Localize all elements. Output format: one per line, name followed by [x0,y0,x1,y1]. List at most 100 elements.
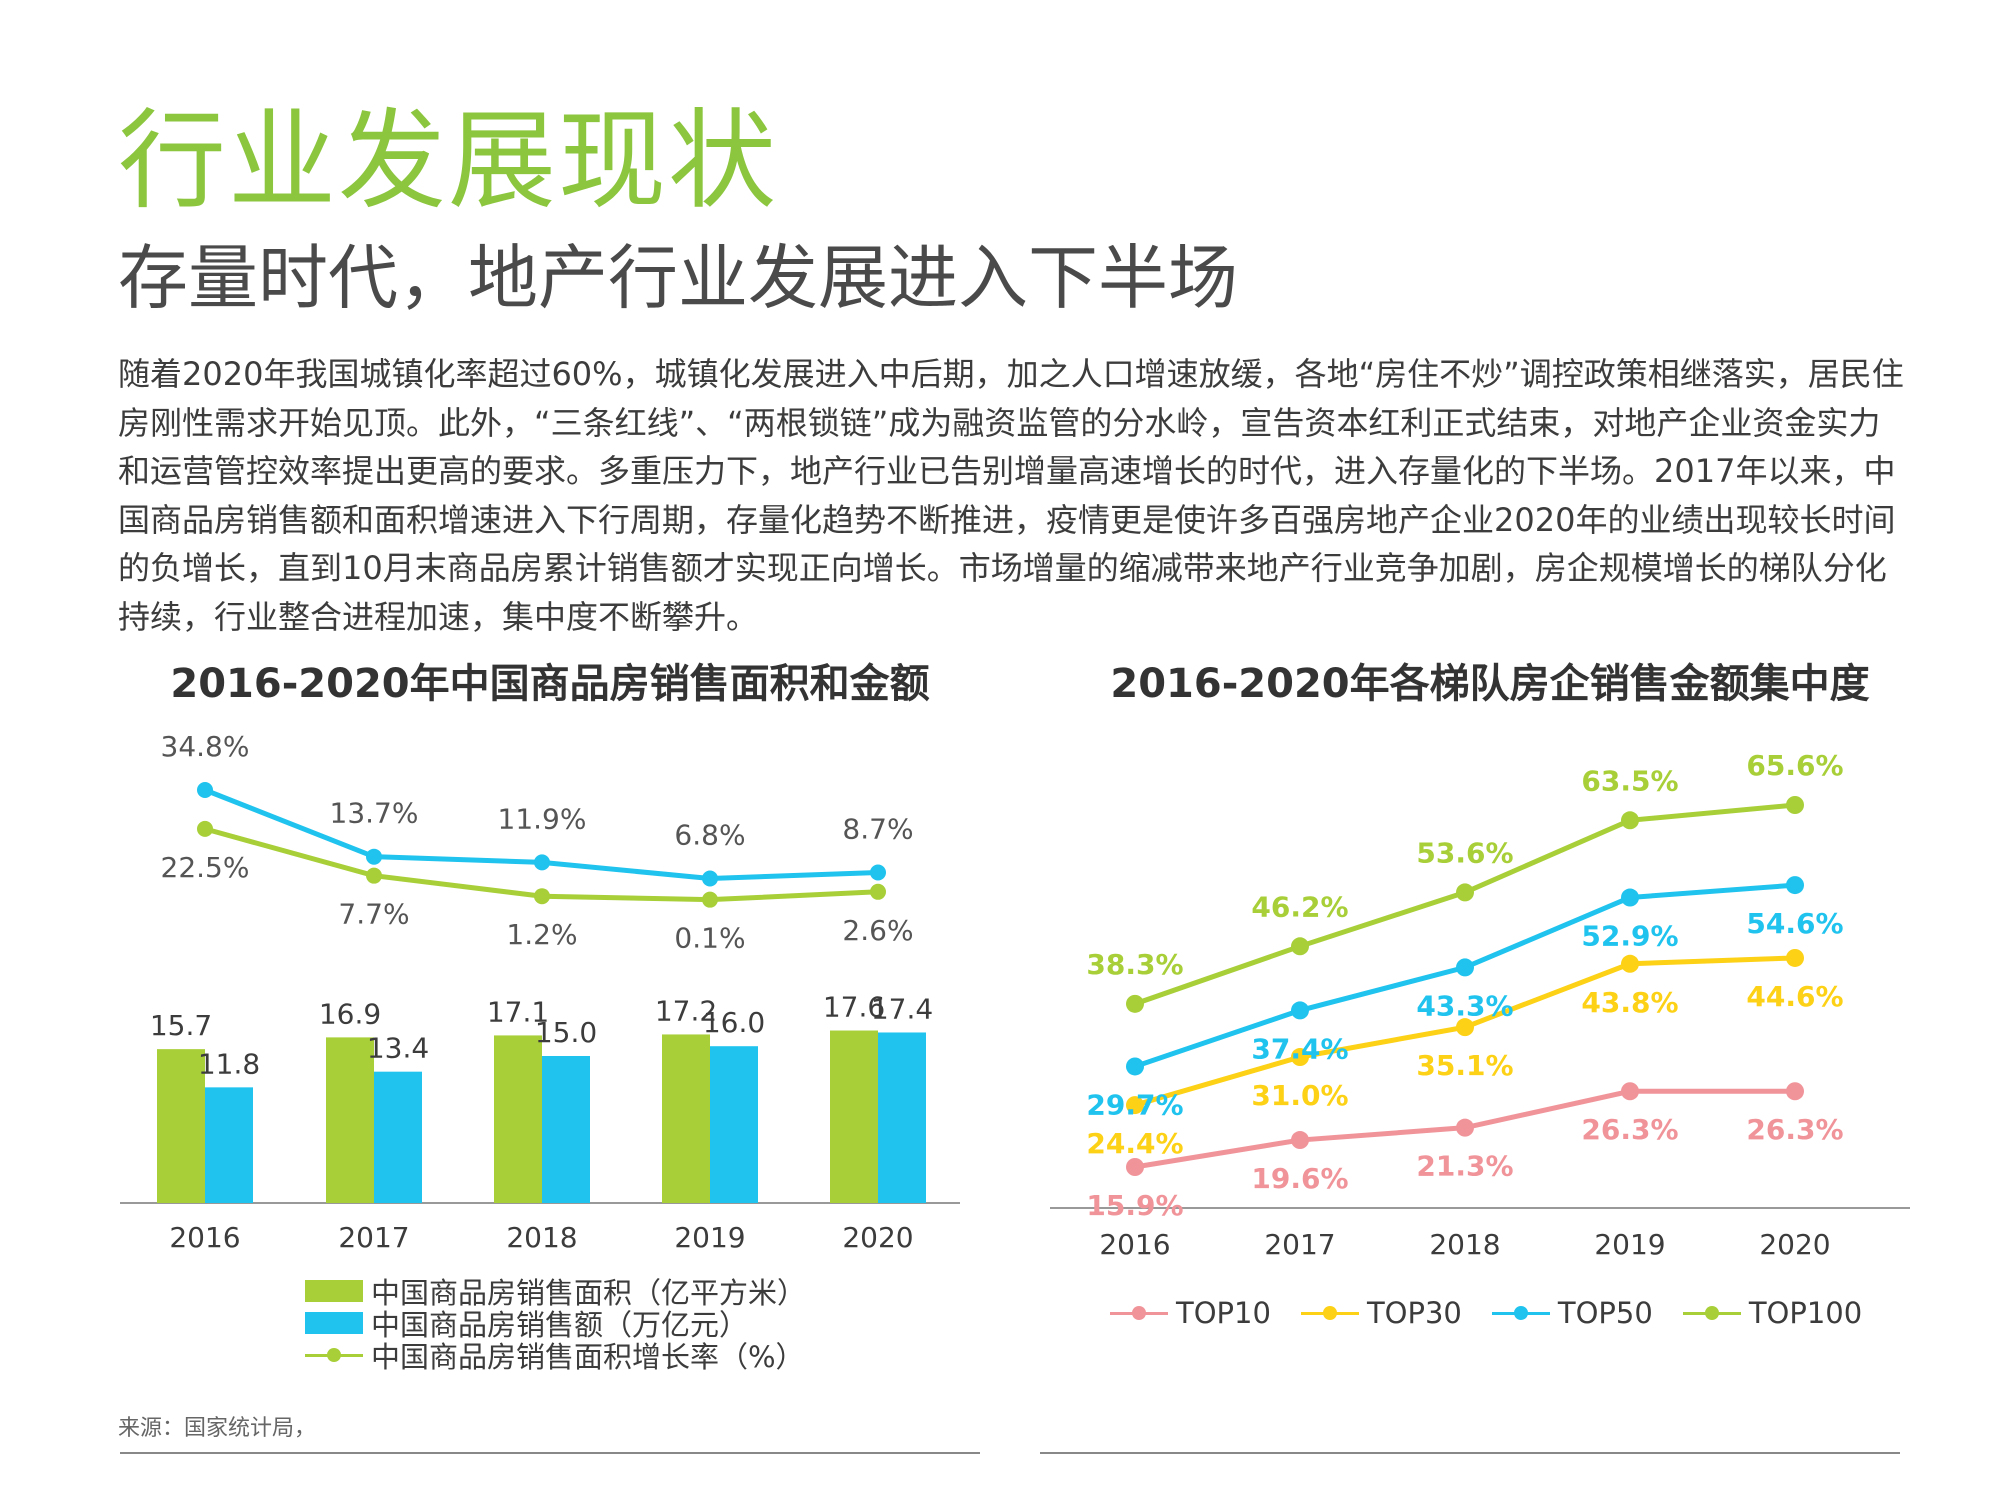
x-tick-label: 2019 [1594,1228,1665,1261]
series-label: 65.6% [1746,749,1843,782]
legend-label-sales: 中国商品房销售额（万亿元） [371,1308,749,1342]
legend-label-top50: TOP50 [1557,1296,1653,1330]
bar-sales [710,1046,758,1203]
legend-item-area: 中国商品房销售面积（亿平方米） [305,1275,806,1310]
series-point [1126,1158,1144,1176]
intro-paragraph: 随着2020年我国城镇化率超过60%，城镇化发展进入中后期，加之人口增速放缓，各… [118,355,1904,636]
growth-label: 13.7% [330,797,419,830]
series-label: 43.3% [1416,989,1513,1022]
series-label: 53.6% [1416,836,1513,869]
growth-label: 0.1% [674,922,745,955]
bar-area [830,1030,878,1203]
legend-label-top30: TOP30 [1366,1296,1462,1330]
bar-label-sales: 16.0 [703,1006,765,1039]
growth-point [870,864,886,881]
series-label: 43.8% [1581,986,1678,1019]
source-note: 来源：国家统计局， [118,1416,317,1441]
bar-label-area: 16.9 [319,997,381,1030]
legend-swatch-area [305,1280,363,1302]
series-label: 63.5% [1581,764,1678,797]
growth-point [702,891,718,908]
bar-label-sales: 13.4 [367,1032,429,1065]
bar-area [326,1037,374,1203]
legend-label-top10: TOP10 [1176,1296,1271,1330]
series-point [1291,937,1309,956]
growth-point [197,782,213,798]
legend-label-top100: TOP100 [1748,1296,1863,1330]
series-point [1126,1096,1144,1115]
series-point [1621,888,1639,907]
x-tick-label: 2016 [169,1221,240,1254]
right-chart-title: 2016-2020年各梯队房企销售金额集中度 [1110,661,1870,707]
series-point [1786,948,1804,967]
growth-label: 11.9% [498,802,587,835]
growth-point [366,867,382,884]
bar-area [157,1049,205,1203]
bar-sales [205,1087,253,1203]
growth-label: 2.6% [842,914,913,947]
series-label: 35.1% [1416,1049,1513,1082]
series-point [1126,994,1144,1013]
x-tick-label: 2020 [1759,1228,1830,1261]
legend-item-top100: TOP100 [1682,1296,1863,1330]
series-label: 24.4% [1086,1127,1183,1160]
series-label: 38.3% [1086,948,1183,981]
x-tick-label: 2016 [1099,1228,1170,1261]
series-label: 26.3% [1581,1113,1678,1146]
footer-rule-right [1040,1452,1900,1454]
growth-label: 22.5% [161,851,250,884]
legend-swatch-top30 [1300,1302,1359,1324]
legend-swatch-top50 [1491,1302,1550,1324]
page-title: 行业发展现状 [118,99,779,224]
series-point [1621,811,1639,830]
series-label: 15.9% [1086,1189,1183,1222]
growth-label: 6.8% [674,819,745,852]
legend-swatch-top100 [1682,1302,1741,1324]
x-tick-label: 2020 [842,1221,913,1254]
footer-rule-left [120,1452,980,1454]
series-label: 21.3% [1416,1150,1513,1183]
bar-label-area: 15.7 [150,1009,212,1042]
growth-point [534,888,550,905]
legend-label-growth: 中国商品房销售面积增长率（%） [371,1340,805,1374]
legend-item-growth: 中国商品房销售面积增长率（%） [305,1339,806,1374]
series-point [1456,958,1474,977]
series-point [1786,796,1804,814]
series-label: 54.6% [1746,907,1843,940]
growth-label: 34.8% [161,730,250,763]
series-point [1291,1131,1309,1150]
series-point [1621,1082,1639,1101]
growth-label: 1.2% [506,918,577,951]
legend-item-sales: 中国商品房销售额（万亿元） [305,1307,806,1342]
series-point [1456,883,1474,902]
series-point [1786,876,1804,895]
series-label: 37.4% [1251,1032,1348,1065]
legend-item-top50: TOP50 [1491,1296,1653,1330]
series-point [1126,1057,1144,1076]
series-label: 31.0% [1251,1079,1348,1112]
growth-point [702,870,718,887]
bar-label-area: 17.2 [655,994,717,1027]
right-chart-legend: TOP10 TOP30 TOP50 TOP100 [1110,1296,1892,1330]
bar-label-sales: 11.8 [198,1047,260,1080]
series-point [1291,1001,1309,1020]
series-label: 26.3% [1746,1113,1843,1146]
series-label: 19.6% [1251,1162,1348,1195]
legend-swatch-sales [305,1312,363,1334]
series-point [1621,954,1639,973]
bar-area [662,1034,710,1203]
legend-swatch-top10 [1110,1302,1168,1324]
growth-point [366,848,382,865]
series-label: 46.2% [1251,890,1348,923]
x-tick-label: 2018 [506,1221,577,1254]
x-tick-label: 2019 [674,1221,745,1254]
growth-point [870,883,886,900]
left-chart-legend: 中国商品房销售面积（亿平方米） 中国商品房销售额（万亿元） 中国商品房销售面积增… [305,1275,806,1374]
x-tick-label: 2017 [338,1221,409,1254]
bar-label-sales: 15.0 [535,1016,597,1049]
series-label: 44.6% [1746,980,1843,1013]
page-subtitle: 存量时代，地产行业发展进入下半场 [118,237,1238,319]
growth-label: 8.7% [842,813,913,846]
bar-label-sales: 17.4 [871,992,933,1025]
